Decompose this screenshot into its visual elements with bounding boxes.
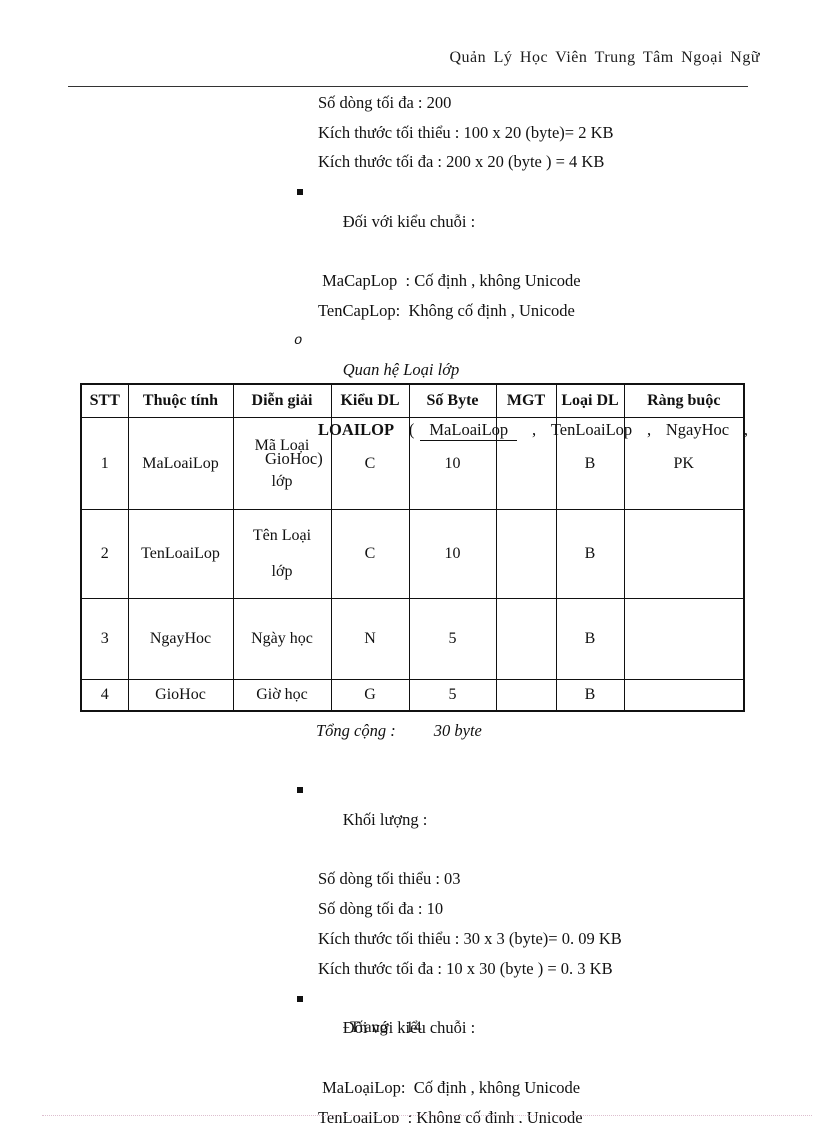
circle-bullet-icon: o [294,332,303,349]
cell-loaidl: B [555,679,625,712]
table-header-row: STT Thuộc tính Diễn giải Kiểu DL Số Byte… [80,383,745,418]
cell-constraint: PK [623,417,745,510]
cell-bytes: 5 [408,598,497,680]
table-total-line: Tổng cộng : 30 byte [316,716,482,745]
col-header-kieudl: Kiểu DL [330,383,410,418]
cell-loaidl: B [555,598,625,680]
cell-type: C [330,417,410,510]
text-line: Số dòng tối đa : 10 [318,899,444,919]
page-footer: Trang 14 [350,1019,422,1037]
running-header-title: Quản Lý Học Viên Trung Tâm Ngoại Ngữ [449,49,760,66]
comma: , [743,419,748,439]
cell-stt: 4 [80,679,129,712]
col-header-sobyte: Số Byte [408,383,497,418]
cell-stt: 1 [80,417,129,510]
bullet-label: Khối lượng : [342,809,428,829]
cell-attr: MaLoaiLop [127,417,234,510]
text-line: Kích thước tối đa : 10 x 30 (byte ) = 0.… [318,958,613,978]
cell-stt: 3 [80,598,129,680]
cell-type: G [330,679,410,712]
bullet-line: Đối với kiểu chuỗi : [297,984,754,1073]
cell-mgt [495,509,557,599]
cell-loaidl: B [555,417,625,510]
text-line: Kích thước tối thiểu : 100 x 20 (byte)= … [318,122,614,142]
header-rule [68,86,748,87]
cell-constraint [623,509,745,599]
cell-mgt [495,679,557,712]
footer-label: Trang [350,1019,388,1036]
cell-desc: Mã Loại lớp [232,417,332,510]
text-line: Kích thước tối đa : 200 x 20 (byte ) = 4… [318,152,605,172]
square-bullet-icon [297,787,303,793]
text-line: Số dòng tối đa : 200 [318,93,452,112]
page-number: 14 [405,1019,422,1036]
text-line: TenLoaiLop : Không cố định , Unicode [318,1107,583,1123]
cell-desc: Giờ học [232,679,332,712]
col-header-loaidl: Loại DL [555,383,625,418]
cell-type: N [330,598,410,680]
relation-heading-line: o Quan hệ Loại lớp [294,326,754,415]
bullet-line: Đối với kiểu chuỗi : [297,177,754,266]
text-line: MaCapLop : Cố định , không Unicode [318,271,581,291]
cell-attr: NgayHoc [127,598,234,680]
cell-loaidl: B [555,509,625,599]
text-line: MaLoạiLop: Cố định , không Unicode [318,1077,581,1097]
col-header-rangbuoc: Ràng buộc [623,383,745,418]
col-header-thuoctinh: Thuộc tính [127,383,234,418]
relation-heading: Quan hệ Loại lớp [342,360,460,380]
cell-bytes: 10 [408,417,497,510]
cell-desc: Ngày học [232,598,332,680]
bullet-line: Khối lượng : [297,775,754,864]
total-value: 30 byte [433,721,482,740]
cell-bytes: 5 [408,679,497,712]
table-row: 1 MaLoaiLop Mã Loại lớp C 10 B PK [80,417,745,510]
col-header-mgt: MGT [495,383,557,418]
cell-constraint [623,679,745,712]
table-row: 2 TenLoaiLop Tên Loại lớp C 10 B [80,509,745,599]
attribute-spec-table: STT Thuộc tính Diễn giải Kiểu DL Số Byte… [80,383,745,712]
text-line: Số dòng tối thiểu : 03 [318,869,461,889]
total-label: Tổng cộng : [316,721,396,740]
cell-stt: 2 [80,509,129,599]
text-line: Kích thước tối thiểu : 30 x 3 (byte)= 0.… [318,928,622,948]
cell-attr: GioHoc [127,679,234,712]
square-bullet-icon [297,995,303,1002]
cell-mgt [495,417,557,510]
bullet-label: Đối với kiểu chuỗi : [342,1018,476,1038]
cell-desc: Tên Loại lớp [232,509,332,599]
col-header-diengiai: Diễn giải [232,383,332,418]
loaiclass-volume-block: Khối lượng : Số dòng tối thiểu : 03 Số d… [297,775,754,1123]
cell-attr: TenLoaiLop [127,509,234,599]
bullet-label: Đối với kiểu chuỗi : [342,211,476,231]
table-row: 4 GioHoc Giờ học G 5 B [80,679,745,712]
col-header-stt: STT [80,383,129,418]
cell-bytes: 10 [408,509,497,599]
cell-constraint [623,598,745,680]
square-bullet-icon [297,189,303,196]
text-line: TenCapLop: Không cố định , Unicode [318,300,575,320]
cell-mgt [495,598,557,680]
bottom-dotted-rule [42,1115,812,1116]
table-row: 3 NgayHoc Ngày học N 5 B [80,598,745,680]
cell-type: C [330,509,410,599]
